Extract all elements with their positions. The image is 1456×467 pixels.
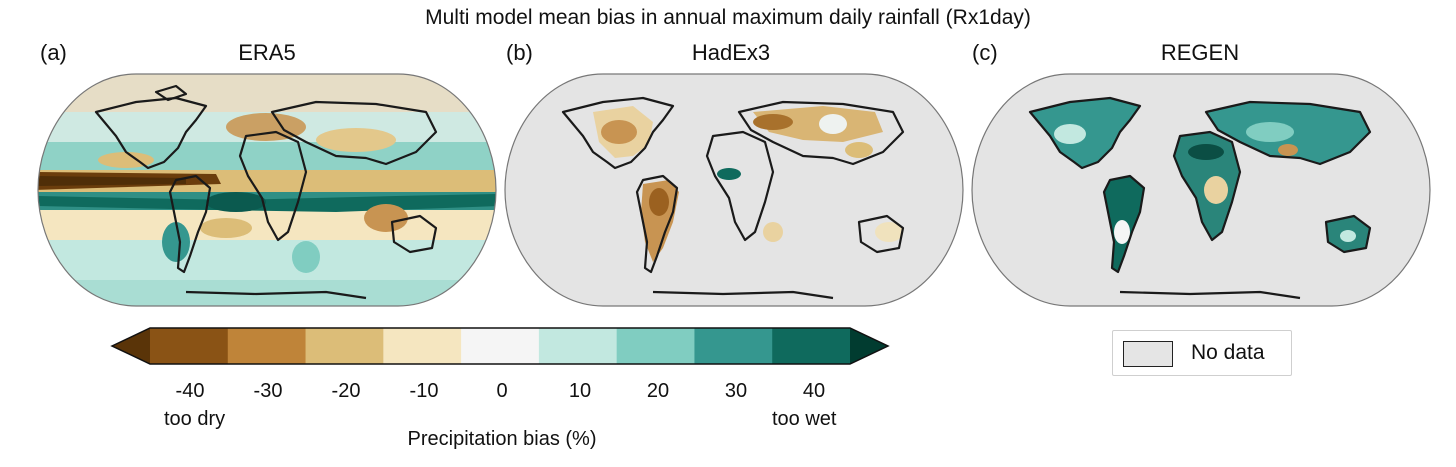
panel-c-title: REGEN [1160, 40, 1240, 65]
colorbar-tick-20: 20 [646, 380, 670, 402]
colorbar-tick-40: 40 [802, 380, 826, 402]
no-data-label: No data [1191, 341, 1265, 364]
colorbar-over-extend [850, 328, 888, 364]
colorbar-segment [150, 328, 229, 364]
colorbar-segment [227, 328, 307, 364]
panel-a-letter: (a) [40, 40, 67, 65]
colorbar-too-dry-label: too dry [164, 408, 226, 430]
panel-b-letter: (b) [506, 40, 533, 65]
colorbar-label: Precipitation bias (%) [407, 428, 597, 450]
colorbar-under-extend [112, 328, 150, 364]
colorbar-outline [110, 327, 890, 365]
colorbar-segment [694, 328, 773, 364]
colorbar-tick-30: 30 [724, 380, 748, 402]
colorbar-segment [772, 328, 851, 364]
no-data-legend: No data [1112, 330, 1292, 376]
map-regen [971, 73, 1431, 307]
colorbar-tick-neg20: -20 [331, 380, 361, 402]
figure-title: Multi model mean bias in annual maximum … [425, 6, 1031, 29]
colorbar-segment [538, 328, 618, 364]
colorbar-segment [616, 328, 695, 364]
colorbar-tick-neg10: -10 [409, 380, 439, 402]
panel-a-title: ERA5 [238, 40, 296, 65]
colorbar-segment [461, 328, 540, 364]
colorbar-too-wet-label: too wet [772, 408, 837, 430]
panel-b-title: HadEx3 [691, 40, 771, 65]
colorbar-segment [305, 328, 384, 364]
colorbar-segment [383, 328, 462, 364]
map-era5 [37, 73, 497, 307]
colorbar-tick-neg40: -40 [175, 380, 205, 402]
map-hadex3 [504, 73, 964, 307]
colorbar [110, 327, 890, 365]
colorbar-tick-0: 0 [496, 380, 508, 402]
colorbar-tick-neg30: -30 [253, 380, 283, 402]
no-data-swatch [1123, 341, 1173, 367]
colorbar-tick-10: 10 [568, 380, 592, 402]
panel-c-letter: (c) [972, 40, 998, 65]
